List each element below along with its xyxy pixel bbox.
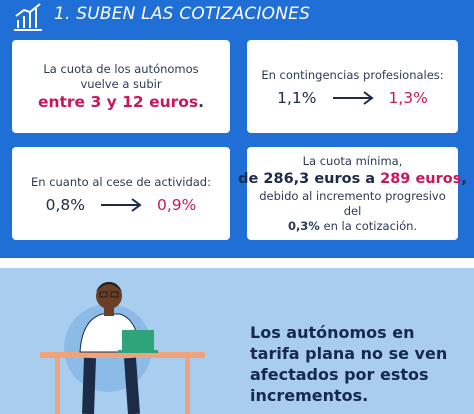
note-end: en la cotización. <box>323 218 418 233</box>
card-text: En contingencias profesionales: <box>261 67 444 82</box>
card: La cuota de los autónomos vuelve a subir… <box>12 40 230 133</box>
card: La cuota mínima, de 286,3 euros a 289 eu… <box>238 147 467 240</box>
from: 1,1% <box>277 88 317 107</box>
arrow <box>101 198 142 212</box>
to: 1,3% <box>388 88 428 107</box>
arrow <box>332 91 374 105</box>
note-highlight: 0,3% <box>287 218 320 233</box>
title: 1. SUBEN LAS COTIZACIONES <box>54 4 311 24</box>
card-text: La cuota de los autónomos vuelve a subir <box>43 61 199 91</box>
from: 0,8% <box>45 195 85 214</box>
card: En cuanto al cese de actividad: 0,8% 0,9… <box>12 147 230 240</box>
chart-icon <box>14 3 42 31</box>
amount: de 286,3 euros a <box>238 170 376 187</box>
highlight: 289 euros <box>380 170 462 187</box>
to: 0,9% <box>157 195 197 214</box>
illustration <box>40 282 205 414</box>
punct: . <box>198 92 205 111</box>
card-text: La cuota mínima, <box>302 153 403 168</box>
note: debido al incremento progresivo del <box>259 188 446 218</box>
footer-text: Los autónomos en tarifa plana no se ven … <box>250 323 448 405</box>
highlight: entre 3 y 12 euros <box>37 92 199 111</box>
card: En contingencias profesionales: 1,1% 1,3… <box>247 40 458 133</box>
punct: , <box>461 170 467 187</box>
card-text: En cuanto al cese de actividad: <box>30 174 211 189</box>
